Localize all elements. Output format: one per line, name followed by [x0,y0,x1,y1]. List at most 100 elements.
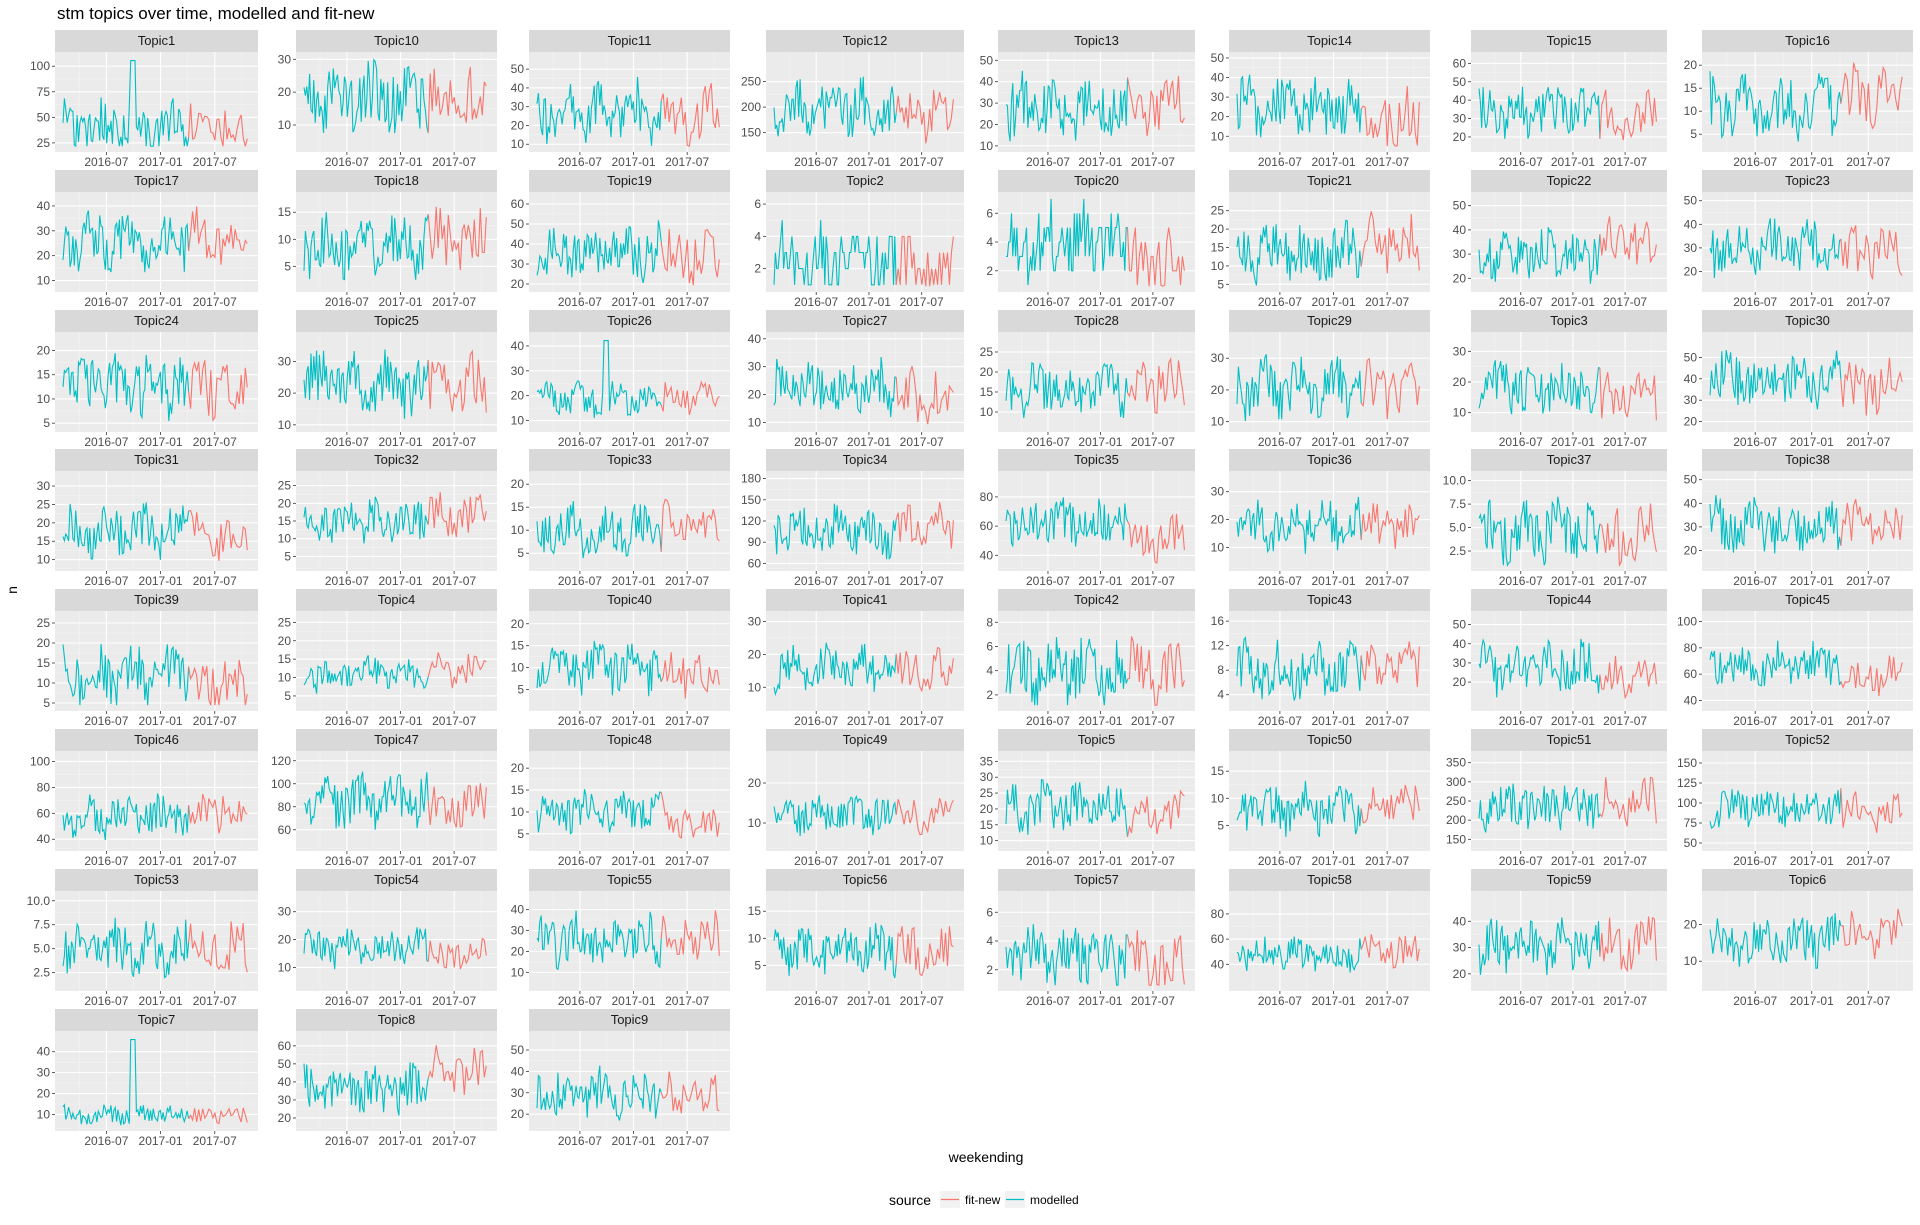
facet-strip-label: Topic1 [138,33,176,48]
y-tick-label: 20 [1211,110,1225,124]
series-line-modelled [536,340,662,418]
facet-panel [1229,891,1430,991]
series-line-fit-new [427,349,487,413]
facet-topic38: Topic38 20 30 40 50 2016-07 2017-01 2017-07 [1684,449,1913,588]
y-tick-label: 40 [1211,71,1225,85]
y-tick-label: 20 [511,389,525,403]
facet-panel [766,332,964,432]
x-tick-label: 2017-01 [378,714,422,728]
series-line-modelled [773,795,897,837]
series-line-modelled [1236,354,1362,422]
facet-strip-label: Topic41 [843,592,888,607]
y-tick-label: 15 [980,385,994,399]
facet-strip-label: Topic7 [138,1012,176,1027]
y-tick-label: 250 [741,75,761,89]
y-axis-title: n [4,586,20,594]
x-tick-label: 2016-07 [1499,854,1543,868]
y-tick-label: 30 [1684,241,1698,255]
facet-panel [1702,891,1913,991]
series-line-fit-new [660,792,720,840]
y-tick-label: 5 [1217,277,1224,291]
series-line-modelled [62,643,190,706]
series-line-fit-new [1360,934,1420,969]
facet-strip [529,310,730,332]
y-tick-label: 10 [278,671,292,685]
facet-topic13: Topic13 10 20 30 40 50 2016-07 2017-01 2017-07 [980,30,1195,169]
x-tick-label: 2017-07 [432,295,476,309]
x-tick-label: 2017-07 [1603,854,1647,868]
series-line-fit-new [1126,227,1185,287]
x-tick-label: 2016-07 [1258,155,1302,169]
facet-panel [998,471,1195,571]
x-tick-label: 2017-01 [1551,295,1595,309]
facet-topic32: Topic32 5 10 15 20 25 2016-07 2017-01 2017-07 [278,449,497,588]
facet-strip-label: Topic57 [1074,872,1119,887]
facet-strip-label: Topic43 [1307,592,1352,607]
y-tick-label: 80 [1684,641,1698,655]
y-tick-label: 25 [980,786,994,800]
y-tick-label: 25 [278,479,292,493]
y-tick-label: 15 [511,639,525,653]
series-line-fit-new [1126,789,1185,838]
y-tick-label: 4 [754,229,761,243]
facet-strip [1471,869,1667,891]
series-line-fit-new [427,937,487,970]
y-tick-label: 10 [511,965,525,979]
y-tick-label: 30 [748,360,762,374]
facet-strip-label: Topic17 [134,173,179,188]
x-tick-label: 2016-07 [1733,994,1777,1008]
y-tick-label: 50 [511,217,525,231]
y-tick-label: 20 [37,344,51,358]
y-tick-label: 40 [511,903,525,917]
y-tick-label: 25 [37,136,51,150]
y-tick-label: 6 [986,905,993,919]
facet-strip [1229,729,1430,751]
facet-topic19: Topic19 20 30 40 50 60 2016-07 2017-01 2017-07 [511,170,730,309]
y-tick-label: 30 [1684,393,1698,407]
legend-key-modelled [1005,1191,1025,1208]
y-tick-label: 90 [748,535,762,549]
y-tick-label: 6 [986,206,993,220]
y-tick-label: 20 [1453,130,1467,144]
y-tick-label: 35 [980,754,994,768]
series-line-fit-new [660,910,720,960]
facet-topic45: Topic45 40 60 80 100 2016-07 2017-01 2017-07 [1677,589,1913,728]
x-tick-label: 2016-07 [84,155,128,169]
facet-strip-label: Topic59 [1547,872,1592,887]
facet-topic29: Topic29 10 20 30 2016-07 2017-01 2017-07 [1211,310,1430,449]
y-tick-label: 20 [1684,415,1698,429]
series-line-fit-new [1126,75,1185,137]
x-tick-label: 2016-07 [1026,854,1070,868]
x-tick-label: 2017-01 [847,435,891,449]
x-tick-label: 2016-07 [558,155,602,169]
y-tick-label: 150 [741,493,761,507]
y-tick-label: 20 [37,516,51,530]
y-tick-label: 5 [43,416,50,430]
series-line-fit-new [427,206,487,271]
y-tick-label: 50 [37,110,51,124]
y-tick-label: 80 [37,780,51,794]
x-tick-label: 2017-07 [432,155,476,169]
y-tick-label: 50 [1453,199,1467,213]
series-line-modelled [62,210,190,273]
series-line-modelled [1709,640,1842,687]
y-tick-label: 20 [1684,543,1698,557]
facet-strip [1471,170,1667,192]
x-tick-label: 2016-07 [325,295,369,309]
x-tick-label: 2016-07 [1258,574,1302,588]
x-tick-label: 2017-07 [665,574,709,588]
facet-topic24: Topic24 5 10 15 20 2016-07 2017-01 2017-07 [37,310,258,449]
series-line-modelled [1709,349,1842,410]
y-tick-label: 20 [511,277,525,291]
facet-strip [998,869,1195,891]
y-tick-label: 30 [511,100,525,114]
facet-strip-label: Topic12 [843,33,888,48]
x-tick-label: 2017-01 [1551,435,1595,449]
facet-strip [1471,589,1667,611]
facet-strip [529,449,730,471]
facet-strip-label: Topic55 [607,872,652,887]
y-tick-label: 40 [511,1064,525,1078]
y-tick-label: 5 [284,549,291,563]
series-line-fit-new [1599,216,1657,265]
